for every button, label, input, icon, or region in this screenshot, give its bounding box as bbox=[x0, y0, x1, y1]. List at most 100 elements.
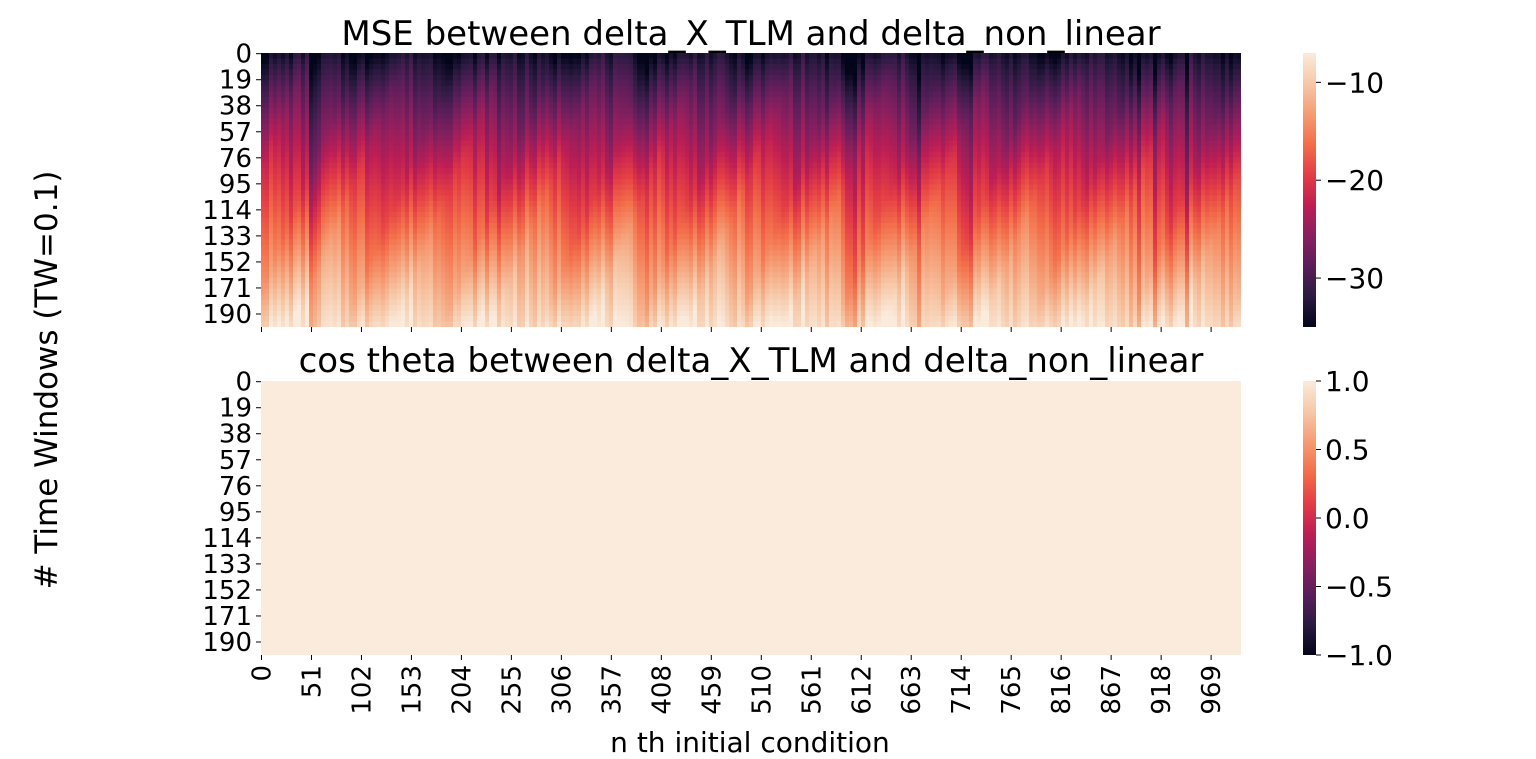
mse-heatmap-cell bbox=[781, 85, 786, 92]
mse-heatmap-cell bbox=[305, 58, 310, 65]
mse-heatmap-cell bbox=[437, 91, 442, 98]
mse-heatmap-cell bbox=[973, 107, 978, 114]
mse-heatmap-cell bbox=[261, 129, 266, 136]
mse-heatmap-cell bbox=[1145, 146, 1150, 153]
mse-heatmap-cell bbox=[641, 140, 646, 147]
mse-heatmap-cell bbox=[341, 63, 346, 71]
mse-heatmap-cell bbox=[1113, 102, 1118, 109]
mse-heatmap-cell bbox=[1089, 157, 1094, 164]
mse-heatmap-cell bbox=[589, 74, 594, 81]
mse-heatmap-cell bbox=[1197, 151, 1202, 158]
mse-heatmap-cell bbox=[1225, 96, 1230, 103]
mse-heatmap-cell bbox=[361, 140, 366, 147]
mse-heatmap-cell bbox=[265, 96, 270, 103]
mse-heatmap-cell bbox=[1237, 146, 1241, 153]
mse-heatmap-cell bbox=[341, 124, 346, 131]
mse-heatmap-cell bbox=[669, 129, 674, 136]
mse-heatmap-cell bbox=[289, 124, 294, 131]
mse-heatmap-cell bbox=[1165, 113, 1170, 120]
mse-heatmap-cell bbox=[801, 113, 806, 120]
mse-heatmap-cell bbox=[1105, 129, 1110, 136]
mse-heatmap-cell bbox=[993, 91, 998, 98]
mse-heatmap-cell bbox=[317, 102, 322, 109]
mse-heatmap-cell bbox=[817, 102, 822, 109]
mse-heatmap-cell bbox=[389, 140, 394, 147]
mse-heatmap-cell bbox=[989, 80, 994, 87]
mse-heatmap-cell bbox=[469, 107, 474, 114]
mse-heatmap-cell bbox=[357, 53, 362, 60]
mse-heatmap-cell bbox=[1081, 107, 1086, 114]
mse-heatmap-cell bbox=[1153, 102, 1158, 109]
mse-heatmap-cell bbox=[457, 80, 462, 87]
mse-heatmap-cell bbox=[825, 63, 830, 71]
mse-heatmap-cell bbox=[1065, 118, 1070, 125]
mse-heatmap-cell bbox=[941, 135, 946, 142]
mse-heatmap-cell bbox=[1041, 80, 1046, 87]
mse-heatmap-cell bbox=[677, 118, 682, 125]
mse-heatmap-cell bbox=[865, 107, 870, 114]
mse-heatmap-cell bbox=[1169, 129, 1174, 136]
mse-heatmap-cell bbox=[305, 124, 310, 131]
mse-heatmap-cell bbox=[477, 96, 482, 103]
mse-heatmap-cell bbox=[965, 96, 970, 103]
mse-heatmap-cell bbox=[681, 157, 686, 164]
mse-heatmap-cell bbox=[905, 102, 910, 109]
mse-heatmap-cell bbox=[421, 124, 426, 131]
mse-heatmap-cell bbox=[901, 102, 906, 109]
mse-heatmap-cell bbox=[413, 162, 418, 169]
mse-heatmap-cell bbox=[273, 63, 278, 71]
mse-heatmap-cell bbox=[905, 80, 910, 87]
mse-heatmap-cell bbox=[693, 102, 698, 109]
mse-heatmap-cell bbox=[441, 124, 446, 131]
mse-heatmap-cell bbox=[781, 140, 786, 147]
mse-heatmap-cell bbox=[825, 135, 830, 142]
mse-heatmap-cell bbox=[1085, 157, 1090, 164]
mse-heatmap-cell bbox=[445, 91, 450, 98]
mse-heatmap-cell bbox=[493, 91, 498, 98]
mse-heatmap-cell bbox=[477, 102, 482, 109]
mse-heatmap-cell bbox=[937, 146, 942, 153]
mse-heatmap-cell bbox=[625, 63, 630, 71]
mse-heatmap-cell bbox=[637, 135, 642, 142]
mse-heatmap-cell bbox=[905, 58, 910, 65]
mse-heatmap-cell bbox=[1101, 118, 1106, 125]
mse-heatmap-cell bbox=[1149, 96, 1154, 103]
mse-heatmap-cell bbox=[337, 53, 342, 60]
mse-heatmap-cell bbox=[945, 102, 950, 109]
mse-heatmap-cell bbox=[885, 151, 890, 158]
mse-heatmap-cell bbox=[1081, 69, 1086, 76]
mse-heatmap-cell bbox=[1037, 96, 1042, 103]
mse-heatmap-cell bbox=[397, 91, 402, 98]
mse-heatmap-cell bbox=[1117, 85, 1122, 92]
mse-heatmap-cell bbox=[373, 91, 378, 98]
mse-heatmap-cell bbox=[749, 74, 754, 81]
mse-heatmap-cell bbox=[1073, 146, 1078, 153]
mse-heatmap-cell bbox=[689, 85, 694, 92]
mse-heatmap-cell bbox=[829, 63, 834, 71]
mse-heatmap-cell bbox=[485, 107, 490, 114]
mse-heatmap-cell bbox=[709, 80, 714, 87]
mse-heatmap-cell bbox=[1169, 107, 1174, 114]
mse-heatmap-cell bbox=[645, 74, 650, 81]
mse-heatmap-cell bbox=[645, 124, 650, 131]
mse-heatmap-cell bbox=[641, 58, 646, 65]
mse-heatmap-cell bbox=[849, 118, 854, 125]
mse-heatmap-cell bbox=[677, 74, 682, 81]
mse-heatmap-cell bbox=[1137, 91, 1142, 98]
mse-heatmap-cell bbox=[877, 140, 882, 147]
mse-heatmap-cell bbox=[633, 157, 638, 164]
mse-heatmap-cell bbox=[653, 118, 658, 125]
mse-heatmap-cell bbox=[1133, 140, 1138, 147]
mse-heatmap-cell bbox=[977, 157, 982, 164]
mse-heatmap-cell bbox=[465, 124, 470, 131]
mse-heatmap-cell bbox=[1173, 58, 1178, 65]
mse-heatmap-cell bbox=[309, 63, 314, 71]
mse-heatmap-cell bbox=[393, 58, 398, 65]
mse-heatmap-cell bbox=[473, 74, 478, 81]
mse-heatmap-cell bbox=[717, 102, 722, 109]
mse-heatmap-cell bbox=[1181, 124, 1186, 131]
mse-heatmap-cell bbox=[661, 74, 666, 81]
mse-heatmap-cell bbox=[1085, 63, 1090, 71]
mse-heatmap-cell bbox=[905, 85, 910, 92]
mse-heatmap-cell bbox=[1209, 157, 1214, 164]
